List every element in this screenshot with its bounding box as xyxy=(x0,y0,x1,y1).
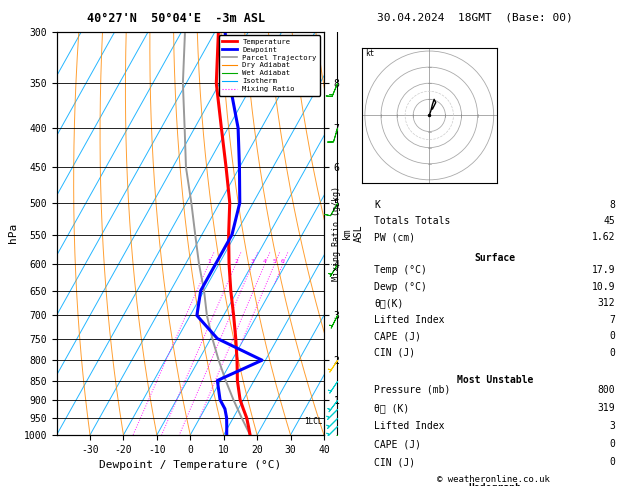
Text: Pressure (mb): Pressure (mb) xyxy=(374,385,450,395)
Text: kt: kt xyxy=(365,49,374,58)
Legend: Temperature, Dewpoint, Parcel Trajectory, Dry Adiabat, Wet Adiabat, Isotherm, Mi: Temperature, Dewpoint, Parcel Trajectory… xyxy=(218,35,320,96)
Text: Lifted Index: Lifted Index xyxy=(374,315,445,325)
Text: CAPE (J): CAPE (J) xyxy=(374,331,421,341)
Text: 3: 3 xyxy=(610,421,615,431)
Text: 3: 3 xyxy=(251,259,255,264)
Text: 1: 1 xyxy=(207,259,211,264)
Text: 8: 8 xyxy=(610,200,615,210)
Text: 319: 319 xyxy=(598,403,615,413)
Text: CIN (J): CIN (J) xyxy=(374,347,415,358)
Text: 0: 0 xyxy=(610,439,615,449)
Text: 0: 0 xyxy=(610,457,615,467)
Text: Dewp (°C): Dewp (°C) xyxy=(374,282,427,292)
Text: K: K xyxy=(374,200,380,210)
Text: θᴇ (K): θᴇ (K) xyxy=(374,403,409,413)
Text: 0: 0 xyxy=(610,347,615,358)
Text: Totals Totals: Totals Totals xyxy=(374,216,450,226)
Text: Surface: Surface xyxy=(474,253,515,263)
Text: Mixing Ratio (g/kg): Mixing Ratio (g/kg) xyxy=(332,186,341,281)
Y-axis label: hPa: hPa xyxy=(8,223,18,243)
Text: Hodograph: Hodograph xyxy=(468,484,521,486)
Text: 1LCL: 1LCL xyxy=(304,417,322,426)
Text: CIN (J): CIN (J) xyxy=(374,457,415,467)
X-axis label: Dewpoint / Temperature (°C): Dewpoint / Temperature (°C) xyxy=(99,460,281,470)
Text: Lifted Index: Lifted Index xyxy=(374,421,445,431)
Text: Temp (°C): Temp (°C) xyxy=(374,265,427,275)
Text: 6: 6 xyxy=(281,259,285,264)
Text: 800: 800 xyxy=(598,385,615,395)
Text: 45: 45 xyxy=(604,216,615,226)
Text: 17.9: 17.9 xyxy=(592,265,615,275)
Text: 1.62: 1.62 xyxy=(592,232,615,242)
Text: 10.9: 10.9 xyxy=(592,282,615,292)
Text: 5: 5 xyxy=(273,259,277,264)
Text: PW (cm): PW (cm) xyxy=(374,232,415,242)
Text: 312: 312 xyxy=(598,298,615,308)
Text: 7: 7 xyxy=(610,315,615,325)
Text: 4: 4 xyxy=(263,259,267,264)
Text: Most Unstable: Most Unstable xyxy=(457,375,533,384)
Text: θᴇ(K): θᴇ(K) xyxy=(374,298,403,308)
Text: CAPE (J): CAPE (J) xyxy=(374,439,421,449)
Text: 30.04.2024  18GMT  (Base: 00): 30.04.2024 18GMT (Base: 00) xyxy=(377,12,573,22)
Text: © weatheronline.co.uk: © weatheronline.co.uk xyxy=(437,474,550,484)
Text: 2: 2 xyxy=(234,259,238,264)
Text: 40°27'N  50°04'E  -3m ASL: 40°27'N 50°04'E -3m ASL xyxy=(87,12,265,25)
Text: 0: 0 xyxy=(610,331,615,341)
Y-axis label: km
ASL: km ASL xyxy=(342,225,364,242)
